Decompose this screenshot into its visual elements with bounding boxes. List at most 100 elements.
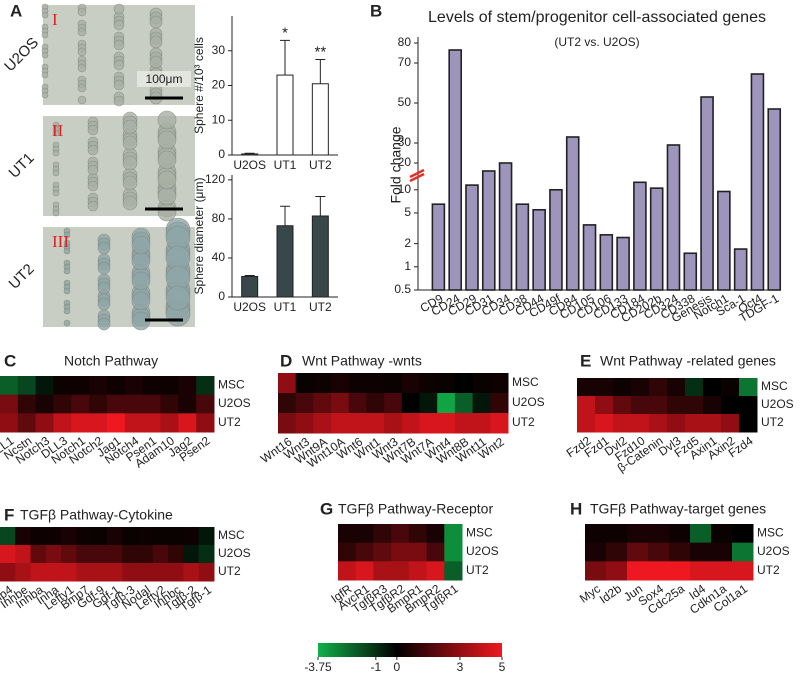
panel-label: C — [4, 351, 16, 370]
heatmap-cell — [649, 396, 668, 415]
heatmap-cell — [577, 396, 596, 415]
row-label: U2OS — [1, 34, 42, 75]
heatmap-cell — [631, 414, 650, 433]
cell-blob — [113, 79, 125, 91]
heatmap-cell — [391, 561, 410, 581]
colorbar-tick-label: 5 — [499, 660, 506, 674]
cell-blob — [97, 317, 111, 331]
heatmap-cell — [278, 413, 297, 434]
row-label: MSC — [466, 526, 493, 540]
heatmap-cell — [426, 561, 445, 581]
cell-blob — [131, 271, 151, 291]
row-label: U2OS — [466, 544, 499, 558]
colorbar — [318, 643, 502, 657]
heatmap-cell — [124, 394, 144, 414]
heatmap-cell — [732, 542, 754, 562]
row-label: MSC — [512, 375, 539, 389]
y-tick-label: 0 — [218, 147, 225, 161]
heatmap-cell — [15, 545, 32, 564]
heatmap-cell — [648, 561, 670, 581]
row-label: U2OS — [757, 544, 790, 558]
heatmap-cell — [355, 524, 374, 544]
x-tick-label: UT2 — [309, 158, 332, 172]
heatmap-cell — [76, 545, 93, 564]
heatmap-cell — [408, 524, 428, 544]
cell-blob — [77, 95, 87, 105]
heatmap-cell — [649, 414, 668, 433]
bar — [549, 188, 563, 291]
heatmap-cell — [472, 413, 491, 434]
heatmap-title: TGFβ Pathway-target genes — [590, 501, 766, 517]
heatmap-cell — [122, 527, 139, 546]
colorbar-tick-label: -1 — [370, 660, 381, 674]
heatmap-cell — [444, 561, 463, 581]
cell-blob — [63, 267, 71, 275]
cell-blob — [157, 186, 177, 206]
heatmap-cell — [384, 393, 403, 414]
cell-blob — [131, 291, 151, 311]
y-tick-label: 2 — [404, 236, 411, 250]
row-label: U2OS — [512, 395, 545, 409]
heatmap-cell — [595, 396, 614, 415]
significance: ** — [314, 43, 326, 60]
heatmap-cell — [577, 414, 596, 433]
x-tick-label: UT2 — [309, 300, 332, 314]
cell-blob — [157, 150, 177, 170]
y-tick-label: 50 — [398, 95, 412, 109]
panel-label: F — [4, 505, 14, 524]
cell-blob — [113, 95, 125, 107]
chart-title: Levels of stem/progenitor cell-associate… — [428, 9, 766, 26]
cell-blob — [113, 59, 125, 71]
row-label: UT2 — [6, 261, 38, 293]
panel-label: H — [570, 499, 582, 518]
cell-blob — [52, 129, 60, 137]
cell-blob — [149, 35, 163, 49]
heatmap-cell — [667, 396, 686, 415]
bar — [649, 187, 664, 291]
heatmap-cell — [595, 414, 614, 433]
heatmap-cell — [490, 413, 509, 434]
row-label: MSC — [218, 528, 245, 542]
heatmap-cell — [739, 414, 758, 433]
heatmap-cell — [648, 542, 670, 562]
heatmap-cell — [585, 561, 607, 581]
bar — [311, 83, 329, 156]
panel-label: A — [10, 1, 22, 20]
cell-blob — [157, 130, 177, 150]
heatmap-cell — [89, 376, 108, 396]
heatmap-cell — [606, 524, 628, 544]
heatmap-cell — [613, 378, 632, 397]
heatmap-cell — [366, 393, 385, 414]
heatmap-cell — [89, 394, 108, 414]
heatmap-cell — [690, 561, 712, 581]
heatmap-cell — [178, 413, 197, 433]
heatmap-cell — [45, 545, 62, 564]
panel-label: B — [370, 1, 382, 20]
heatmap-cell — [454, 373, 474, 394]
y-tick-label: 80 — [212, 211, 226, 225]
heatmap-cell — [124, 413, 144, 433]
heatmap-cell — [295, 393, 314, 414]
row-label: UT1 — [6, 150, 38, 182]
heatmap-cell — [338, 524, 357, 544]
cell-blob — [41, 31, 49, 39]
heatmap-cell — [577, 378, 596, 397]
x-tick-label: U2OS — [233, 300, 266, 314]
heatmap-cell — [348, 413, 367, 434]
y-tick-label: 10 — [212, 112, 226, 126]
heatmap-cell — [627, 561, 649, 581]
heatmap-cell — [585, 542, 607, 562]
heatmap-cell — [137, 563, 154, 582]
heatmap-cell — [313, 393, 332, 414]
heatmap-cell — [366, 413, 385, 434]
cell-blob — [97, 281, 111, 295]
heatmap-cell — [152, 563, 169, 582]
heatmap-cell — [61, 527, 77, 546]
cell-blob — [122, 155, 138, 171]
cell-blob — [122, 195, 138, 211]
heatmap-cell — [667, 414, 686, 433]
heatmap-cell — [15, 563, 32, 582]
heatmap-cell — [426, 524, 445, 544]
heatmap-cell — [313, 373, 332, 394]
